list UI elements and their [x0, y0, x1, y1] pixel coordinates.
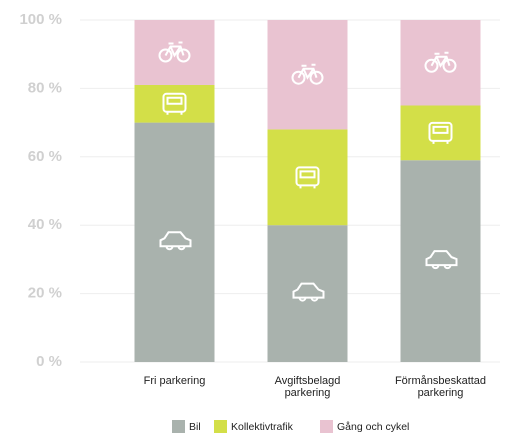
y-tick-label: 100 %: [19, 11, 62, 28]
segment-icon: [295, 166, 320, 189]
bike-wheel: [158, 48, 173, 63]
bar-segment: [267, 20, 348, 130]
bar-segment: [134, 122, 215, 362]
bike-frame: [430, 51, 451, 68]
bus-window: [166, 96, 183, 115]
segment-icon: [158, 41, 191, 63]
segment-icon: [162, 92, 187, 115]
segment-icon: [425, 250, 458, 270]
legend-label: Bil: [189, 421, 201, 433]
y-tick-label: 40 %: [28, 216, 62, 233]
car-icon: [292, 282, 325, 302]
bar-segment: [134, 20, 215, 85]
bar-segment: [400, 160, 481, 362]
legend-label: Kollektivtrafik: [231, 421, 294, 433]
y-tick-label: 20 %: [28, 285, 62, 302]
y-tick-label: 80 %: [28, 79, 62, 96]
bus-icon: [428, 121, 453, 142]
legend-label: Gång och cykel: [337, 421, 409, 433]
bus-window: [432, 125, 449, 144]
bus-icon: [162, 92, 187, 113]
segment-icon: [292, 282, 325, 302]
y-tick-label: 0 %: [36, 353, 62, 370]
car-icon: [159, 231, 192, 251]
bar-segment: [267, 225, 348, 362]
bike-wheel: [291, 70, 306, 85]
x-tick-label: Fri parkering: [143, 375, 206, 387]
bike-frame: [297, 63, 318, 80]
legend-swatch: [214, 420, 227, 433]
bike-wheel: [442, 58, 457, 73]
legend-swatch: [172, 420, 185, 433]
x-tick-label: Avgiftsbelagd parkering: [274, 375, 341, 399]
x-tick-label: Förmånsbeskattad parkering: [394, 375, 487, 399]
segment-icon: [428, 121, 453, 144]
legend-swatch: [320, 420, 333, 433]
bike-wheel: [309, 70, 324, 85]
segment-icon: [159, 231, 192, 251]
bike-wheel: [424, 58, 439, 73]
segment-icon: [424, 51, 457, 73]
bike-frame: [164, 41, 185, 58]
bus-icon: [295, 166, 320, 187]
segment-icon: [291, 63, 324, 85]
y-tick-label: 60 %: [28, 148, 62, 165]
bike-wheel: [176, 48, 191, 63]
bar-segment: [400, 20, 481, 106]
bus-window: [299, 170, 316, 189]
car-icon: [425, 250, 458, 270]
